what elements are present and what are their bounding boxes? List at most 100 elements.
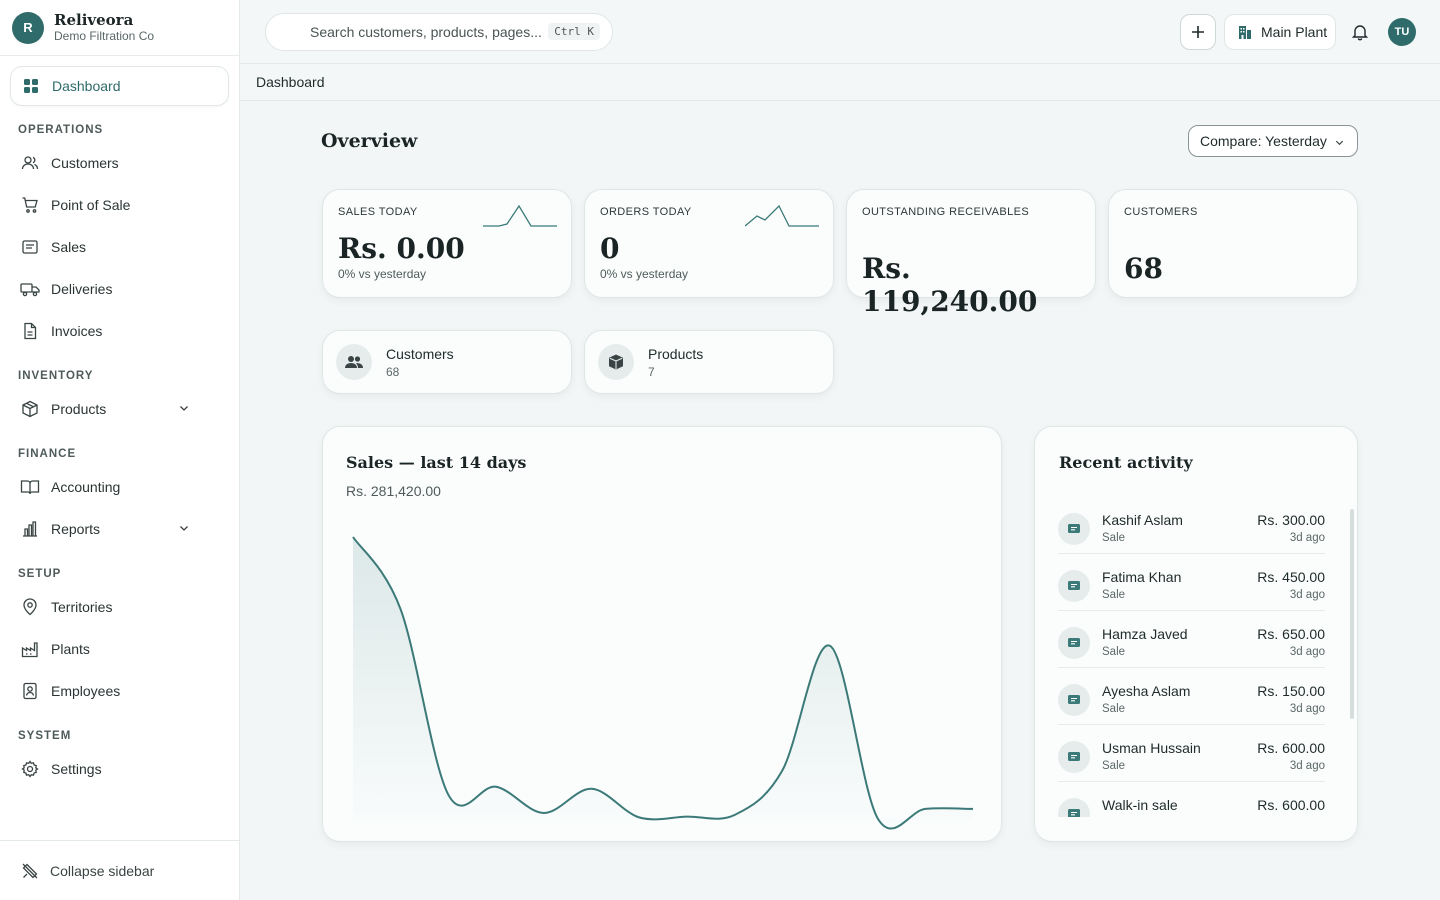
box-icon <box>598 344 634 380</box>
sidebar-item-label: Employees <box>51 683 121 699</box>
sidebar-item-plants[interactable]: Plants <box>20 634 200 664</box>
activity-type: Sale <box>1102 532 1126 544</box>
chart-title: Sales — last 14 days <box>346 453 527 472</box>
sidebar-item-sales[interactable]: Sales <box>20 232 200 262</box>
sidebar-item-label: Point of Sale <box>51 197 131 213</box>
section-label-operations: OPERATIONS <box>18 124 104 136</box>
sidebar-item-label: Invoices <box>51 323 103 339</box>
stat-change: 0% vs yesterday <box>600 267 689 281</box>
activity-row[interactable]: Hamza Javed Sale Rs. 650.00 3d ago <box>1058 611 1325 668</box>
sidebar-item-products[interactable]: Products <box>20 394 200 424</box>
search-placeholder: Search customers, products, pages... <box>310 24 542 40</box>
search-input[interactable]: Search customers, products, pages... Ctr… <box>265 13 613 51</box>
stat-card-customers: CUSTOMERS 68 <box>1108 189 1358 298</box>
sidebar-item-invoices[interactable]: Invoices <box>20 316 200 346</box>
activity-time: 3d ago <box>1289 532 1325 544</box>
stat-value: 68 <box>1124 252 1163 285</box>
chevron-down-icon[interactable] <box>178 402 190 414</box>
sidebar-item-label: Products <box>51 401 107 417</box>
sidebar-item-label: Settings <box>51 761 102 777</box>
map-pin-icon <box>20 597 40 617</box>
activity-time: 3d ago <box>1289 760 1325 772</box>
dashboard-grid-icon <box>23 78 39 94</box>
document-icon <box>20 321 40 341</box>
stat-value: Rs. 0.00 <box>338 232 465 265</box>
gear-icon <box>20 759 40 779</box>
activity-title: Recent activity <box>1059 453 1193 472</box>
activity-row[interactable]: Usman Hussain Sale Rs. 600.00 3d ago <box>1058 725 1325 782</box>
activity-amount: Rs. 600.00 <box>1257 797 1325 813</box>
cart-icon <box>20 195 40 215</box>
sidebar: R Reliveora Demo Filtration Co Dashboard… <box>0 0 240 900</box>
activity-list: Kashif Aslam Sale Rs. 300.00 3d ago Fatima K… <box>1058 497 1325 817</box>
collapse-sidebar-button[interactable]: Collapse sidebar <box>0 840 239 900</box>
section-label-setup: SETUP <box>18 568 62 580</box>
sidebar-item-settings[interactable]: Settings <box>20 754 200 784</box>
receipt-icon <box>20 237 40 257</box>
brand[interactable]: R Reliveora Demo Filtration Co <box>0 0 239 56</box>
user-avatar[interactable]: TU <box>1388 18 1416 46</box>
sidebar-item-label: Plants <box>51 641 90 657</box>
stat-value: Rs. 119,240.00 <box>862 252 1038 318</box>
sidebar-item-point-of-sale[interactable]: Point of Sale <box>20 190 200 220</box>
users-icon <box>20 153 40 173</box>
message-icon <box>1058 741 1090 773</box>
page-title: Overview <box>321 130 418 152</box>
activity-name: Fatima Khan <box>1102 569 1182 585</box>
id-badge-icon <box>20 681 40 701</box>
section-label-finance: FINANCE <box>18 448 77 460</box>
activity-name: Ayesha Aslam <box>1102 683 1191 699</box>
activity-amount: Rs. 600.00 <box>1257 740 1325 756</box>
users-icon <box>336 344 372 380</box>
scrollbar[interactable] <box>1349 499 1355 819</box>
sidebar-item-reports[interactable]: Reports <box>20 514 200 544</box>
activity-row[interactable]: Kashif Aslam Sale Rs. 300.00 3d ago <box>1058 497 1325 554</box>
bell-icon <box>1351 25 1369 41</box>
notifications-button[interactable] <box>1348 20 1372 44</box>
sidebar-item-dashboard[interactable]: Dashboard <box>10 66 229 106</box>
scrollbar-thumb[interactable] <box>1350 509 1354 719</box>
shortcut-name: Customers <box>386 346 454 362</box>
sidebar-item-employees[interactable]: Employees <box>20 676 200 706</box>
activity-time: 3d ago <box>1289 589 1325 601</box>
activity-type: Sale <box>1102 589 1126 601</box>
collapse-icon <box>20 861 40 881</box>
stat-change: 0% vs yesterday <box>338 267 427 281</box>
compare-select[interactable]: Compare: Yesterday <box>1188 125 1358 157</box>
sidebar-item-accounting[interactable]: Accounting <box>20 472 200 502</box>
sidebar-item-label: Territories <box>51 599 113 615</box>
add-button[interactable] <box>1180 14 1216 50</box>
shortcut-hint: Ctrl K <box>548 23 600 40</box>
activity-row[interactable]: Fatima Khan Sale Rs. 450.00 3d ago <box>1058 554 1325 611</box>
sidebar-item-territories[interactable]: Territories <box>20 592 200 622</box>
plant-selector[interactable]: Main Plant <box>1224 14 1336 50</box>
plant-label: Main Plant <box>1261 24 1328 40</box>
message-icon <box>1058 570 1090 602</box>
breadcrumb: Dashboard <box>240 64 1440 101</box>
chevron-down-icon[interactable] <box>178 522 190 534</box>
shortcut-products[interactable]: Products 7 <box>584 330 834 394</box>
activity-type: Sale <box>1102 646 1126 658</box>
sales-chart-card: Sales — last 14 days Rs. 281,420.00 <box>322 426 1002 842</box>
truck-icon <box>20 279 40 299</box>
message-icon <box>1058 798 1090 817</box>
book-open-icon <box>20 477 40 497</box>
shortcut-customers[interactable]: Customers 68 <box>322 330 572 394</box>
stat-value: 0 <box>600 232 620 265</box>
stat-card-outstanding-receivables: OUTSTANDING RECEIVABLES Rs. 119,240.00 <box>846 189 1096 318</box>
message-icon <box>1058 513 1090 545</box>
section-label-system: SYSTEM <box>18 730 72 742</box>
chevron-down-icon <box>1335 140 1344 146</box>
sidebar-item-customers[interactable]: Customers <box>20 148 200 178</box>
activity-name: Kashif Aslam <box>1102 512 1183 528</box>
activity-time: 3d ago <box>1289 646 1325 658</box>
shortcut-count: 7 <box>648 365 655 379</box>
sidebar-item-deliveries[interactable]: Deliveries <box>20 274 200 304</box>
sidebar-item-label: Customers <box>51 155 119 171</box>
activity-name: Walk-in sale <box>1102 797 1178 813</box>
building-icon <box>1237 24 1253 40</box>
top-bar: Search customers, products, pages... Ctr… <box>240 0 1440 64</box>
activity-type: Sale <box>1102 760 1126 772</box>
activity-row[interactable]: Ayesha Aslam Sale Rs. 150.00 3d ago <box>1058 668 1325 725</box>
